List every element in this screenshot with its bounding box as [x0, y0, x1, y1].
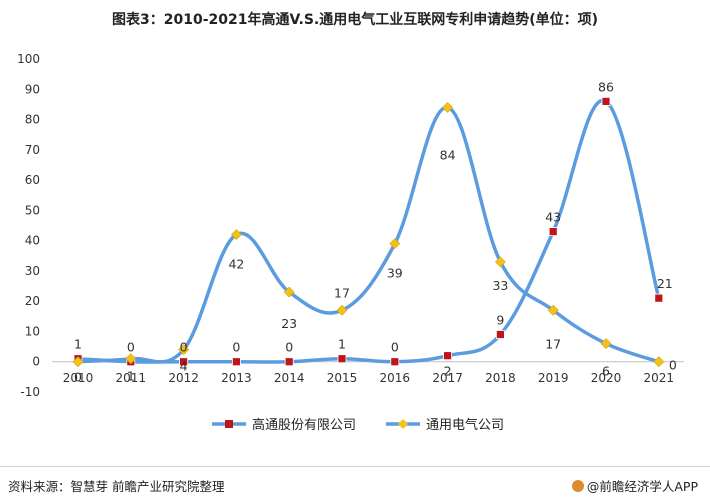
data-point	[389, 238, 401, 250]
data-point	[179, 357, 189, 367]
data-label: 9	[496, 312, 504, 327]
y-tick-label: 80	[25, 113, 40, 127]
data-label: 21	[657, 276, 673, 291]
brand-text: @前瞻经济学人APP	[586, 479, 698, 494]
data-label: 17	[334, 285, 350, 300]
x-tick-label: 2010	[63, 371, 94, 385]
data-label: 42	[228, 257, 244, 272]
chart: 图表3：2010-2021年高通V.S.通用电气工业互联网专利申请趋势(单位：项…	[17, 11, 684, 433]
data-point	[336, 304, 348, 316]
data-label: 0	[74, 370, 82, 385]
source-note: 资料来源：智慧芽 前瞻产业研究院整理	[8, 479, 225, 494]
data-label: 1	[338, 337, 346, 352]
data-point	[72, 356, 84, 368]
data-label: 6	[602, 364, 610, 379]
footer-divider	[0, 466, 710, 467]
legend: 高通股份有限公司 通用电气公司	[212, 417, 504, 433]
data-label: 0	[180, 340, 188, 355]
data-point	[178, 344, 190, 356]
brand-credit: @前瞻经济学人APP	[571, 476, 698, 495]
x-axis: 2010 2011 2012 2013 2014 2015 2016 2017 2018 2019…	[52, 361, 684, 385]
data-point	[125, 353, 137, 365]
data-label: 1	[74, 337, 82, 352]
data-point	[654, 293, 664, 303]
data-point	[547, 304, 559, 316]
data-point	[495, 330, 505, 339]
data-label: 23	[281, 316, 297, 331]
y-tick-label: 90	[25, 82, 40, 96]
series-line	[76, 105, 661, 364]
data-label: 84	[440, 147, 456, 162]
y-tick-label: -10	[20, 385, 40, 399]
y-tick-label: 60	[25, 173, 40, 187]
y-axis: -10 0 10 20 30 40 50 60 70 80 90 100	[17, 52, 40, 399]
data-label: 86	[598, 79, 614, 94]
data-label: 0	[285, 340, 293, 355]
data-label: 2	[444, 364, 452, 379]
data-label: 0	[391, 340, 399, 355]
y-tick-label: 30	[25, 264, 40, 278]
chart-title: 图表3：2010-2021年高通V.S.通用电气工业互联网专利申请趋势(单位：项…	[112, 11, 598, 28]
data-point	[230, 229, 242, 241]
x-tick-label: 2018	[485, 371, 516, 385]
data-label: 17	[545, 336, 561, 351]
data-point	[337, 354, 347, 364]
x-tick-label: 2021	[644, 371, 675, 385]
legend-label: 通用电气公司	[426, 417, 504, 433]
data-point	[390, 357, 400, 367]
data-point	[231, 357, 241, 367]
data-point	[600, 338, 612, 349]
data-point	[442, 102, 454, 113]
x-tick-label: 2015	[327, 371, 358, 385]
y-tick-label: 50	[25, 203, 40, 217]
data-label: 1	[127, 369, 135, 384]
x-tick-label: 2014	[274, 371, 305, 385]
data-label: 39	[387, 266, 403, 281]
x-tick-label: 2017	[432, 371, 463, 385]
data-point	[548, 227, 558, 236]
x-tick-label: 2011	[116, 371, 147, 385]
series-lines	[76, 98, 661, 364]
data-label: 0	[127, 340, 135, 355]
x-tick-label: 2012	[168, 371, 199, 385]
legend-marker	[398, 419, 408, 429]
data-point	[494, 256, 506, 268]
data-point	[284, 357, 294, 367]
data-label: 0	[232, 340, 240, 355]
y-tick-label: 10	[25, 324, 40, 338]
y-tick-label: 0	[32, 355, 40, 369]
y-tick-label: 20	[25, 294, 40, 308]
x-tick-label: 2016	[380, 371, 411, 385]
data-labels: 1 0 0 0 0 1 0 2 9 43 86 21 0 1 4 42 23 17 39 84 33 17 6 0	[74, 79, 677, 384]
x-tick-label: 2019	[538, 371, 569, 385]
series-markers	[72, 96, 665, 368]
data-label: 33	[492, 278, 508, 293]
x-tick-label: 2013	[221, 371, 252, 385]
legend-marker	[225, 420, 233, 428]
data-label: 4	[180, 359, 188, 374]
y-tick-label: 40	[25, 234, 40, 248]
data-label: 43	[545, 210, 561, 225]
data-point	[283, 286, 295, 298]
data-point	[601, 96, 611, 106]
brand-logo-icon	[571, 480, 584, 492]
y-tick-label: 70	[25, 143, 40, 157]
y-tick-label: 100	[17, 52, 40, 66]
data-label: 0	[669, 358, 677, 373]
x-tick-label: 2020	[591, 371, 622, 385]
data-point	[443, 351, 453, 361]
legend-label: 高通股份有限公司	[252, 417, 356, 433]
footer: 资料来源：智慧芽 前瞻产业研究院整理 @前瞻经济学人APP	[8, 474, 702, 496]
data-point	[653, 356, 665, 368]
